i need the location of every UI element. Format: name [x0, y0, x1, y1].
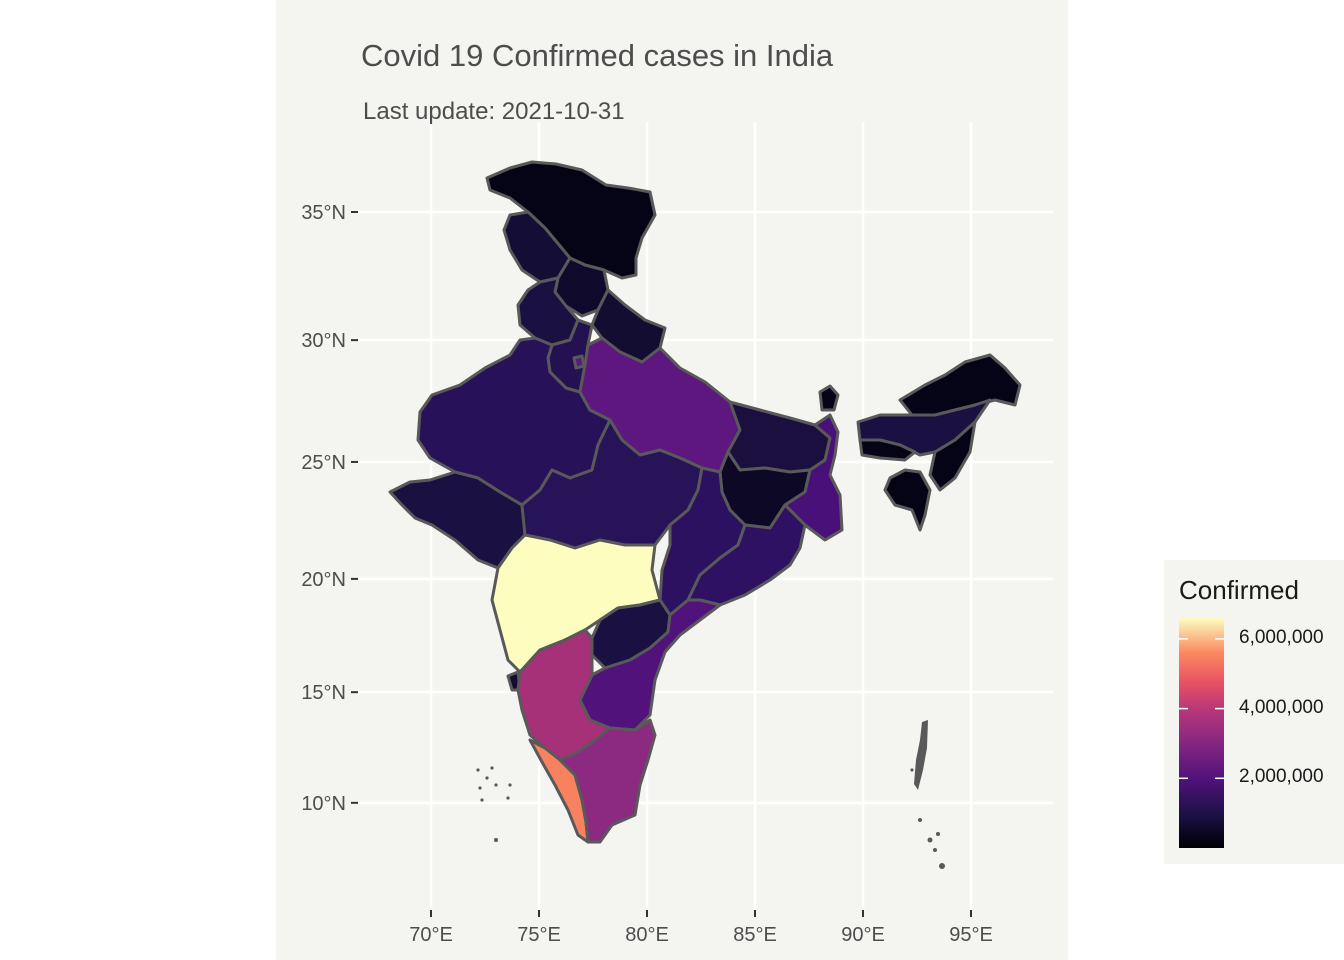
state-odisha[interactable] [686, 503, 807, 607]
state-meghalaya[interactable] [858, 438, 917, 462]
legend-label: 2,000,000 [1239, 766, 1324, 788]
y-tick-label: 30°N [301, 330, 346, 352]
x-tick-label: 85°E [733, 924, 777, 946]
y-tick-label: 10°N [301, 793, 346, 815]
state-bihar[interactable] [726, 400, 832, 474]
island-groups [476, 720, 945, 869]
legend-colorbar-svg [1179, 618, 1224, 848]
y-tick-label: 25°N [301, 452, 346, 474]
legend-ticks [1179, 638, 1224, 780]
x-tick-label: 90°E [841, 924, 885, 946]
legend-label: 4,000,000 [1239, 696, 1324, 718]
x-tick-label: 95°E [949, 924, 993, 946]
chart-subtitle: Last update: 2021-10-31 [363, 98, 625, 125]
state-delhi[interactable] [572, 354, 586, 370]
y-tick-label: 20°N [301, 569, 346, 591]
legend-title: Confirmed [1179, 575, 1299, 605]
state-mizoram[interactable] [883, 468, 932, 532]
legend-colorbar [1179, 618, 1224, 848]
state-tamil-nadu[interactable] [558, 718, 657, 844]
y-tick-label: 15°N [301, 682, 346, 704]
axis-ticks: 70°E 75°E 80°E 85°E 90°E 95°E 35°N 30°N 25°N 20°N… [301, 202, 992, 946]
x-tick-label: 75°E [517, 924, 561, 946]
legend-label: 6,000,000 [1239, 626, 1324, 648]
state-west-bengal[interactable] [783, 413, 844, 542]
state-arunachal-pradesh[interactable] [898, 353, 1022, 417]
andaman-islands [914, 720, 928, 790]
state-polygons [388, 160, 1022, 844]
state-sikkim[interactable] [818, 384, 840, 412]
x-tick-label: 80°E [625, 924, 669, 946]
x-tick-label: 70°E [409, 924, 453, 946]
y-tick-label: 35°N [301, 202, 346, 224]
state-karnataka[interactable] [516, 628, 612, 762]
state-manipur[interactable] [928, 420, 977, 492]
chart-title: Covid 19 Confirmed cases in India [361, 38, 834, 73]
legend: Confirmed 6,000,000 4,000,000 2,000,000 [1164, 560, 1344, 864]
